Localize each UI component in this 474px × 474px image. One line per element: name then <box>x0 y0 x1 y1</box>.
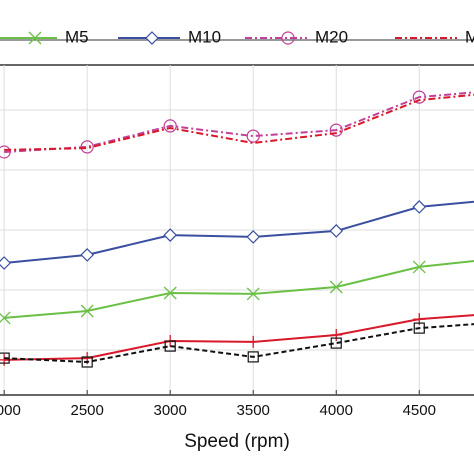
x-tick-label: 3000 <box>154 402 187 419</box>
marker-shape <box>80 248 95 262</box>
marker-shape <box>0 353 11 366</box>
legend-box <box>0 39 474 41</box>
marker-shape <box>330 337 342 349</box>
marker-shape <box>330 329 343 341</box>
x-tick-label: 4000 <box>320 402 353 419</box>
marker <box>247 335 260 348</box>
marker <box>412 200 427 214</box>
marker <box>28 31 42 45</box>
marker <box>0 145 11 159</box>
legend-label: M20 <box>315 27 348 46</box>
plot-frame <box>0 64 474 396</box>
marker <box>145 31 159 45</box>
marker-shape <box>163 119 177 133</box>
marker-shape <box>0 311 11 325</box>
marker <box>412 90 426 104</box>
marker-shape <box>412 260 426 274</box>
marker <box>329 224 344 238</box>
marker-shape <box>329 224 344 238</box>
x-axis-label: Speed (rpm) <box>184 431 290 452</box>
marker <box>0 311 11 325</box>
marker-shape <box>163 286 177 300</box>
marker <box>80 140 94 154</box>
marker <box>80 304 94 318</box>
marker <box>330 329 343 341</box>
legend-label: M <box>465 27 474 46</box>
marker <box>329 123 343 137</box>
x-tick-label: 3500 <box>237 402 270 419</box>
marker-shape <box>281 31 295 45</box>
marker-shape <box>246 129 260 143</box>
marker <box>246 129 260 143</box>
marker-shape <box>80 140 94 154</box>
legend-label: M10 <box>188 27 221 46</box>
x-tick-label: 2500 <box>70 402 103 419</box>
marker-shape <box>145 31 159 45</box>
marker-shape <box>247 335 260 348</box>
marker <box>247 351 259 363</box>
series-line <box>4 314 474 361</box>
marker-shape <box>163 228 178 242</box>
series-line <box>4 91 474 153</box>
marker <box>246 287 260 301</box>
marker <box>80 248 95 262</box>
marker <box>0 352 10 364</box>
marker <box>164 340 176 352</box>
marker-shape <box>413 322 425 334</box>
marker-shape <box>0 145 11 159</box>
series-line <box>4 323 474 364</box>
marker <box>81 356 93 368</box>
x-tick-label: 2000 <box>0 402 21 419</box>
marker <box>0 353 11 366</box>
marker-shape <box>412 90 426 104</box>
marker <box>330 337 342 349</box>
marker-shape <box>81 356 93 368</box>
marker-shape <box>247 351 259 363</box>
marker-shape <box>0 352 10 364</box>
marker <box>281 31 295 45</box>
marker <box>163 119 177 133</box>
series-line <box>4 259 474 319</box>
series-line <box>4 93 474 151</box>
marker <box>163 228 178 242</box>
marker <box>163 286 177 300</box>
marker-shape <box>164 340 176 352</box>
series-line <box>4 200 474 264</box>
legend-label: M5 <box>65 27 89 46</box>
marker <box>0 256 11 270</box>
marker-shape <box>246 287 260 301</box>
marker <box>412 260 426 274</box>
marker-shape <box>412 200 427 214</box>
marker <box>329 280 343 294</box>
x-tick-label: 4500 <box>403 402 436 419</box>
marker-shape <box>80 304 94 318</box>
marker-shape <box>0 256 11 270</box>
marker <box>413 322 425 334</box>
marker-shape <box>28 31 42 45</box>
marker-shape <box>246 230 261 244</box>
marker-shape <box>329 123 343 137</box>
marker-shape <box>329 280 343 294</box>
marker <box>246 230 261 244</box>
